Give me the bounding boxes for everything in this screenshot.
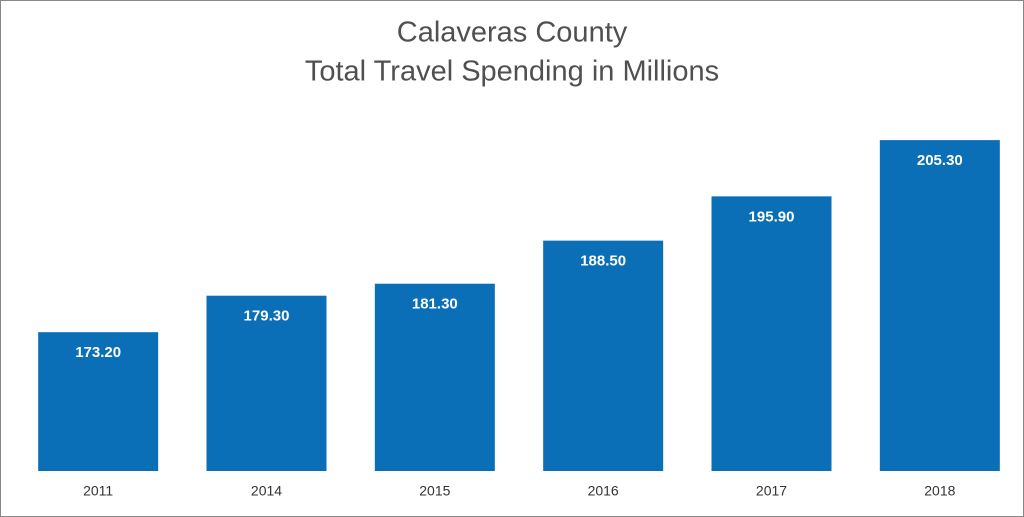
data-label: 205.30 — [917, 152, 963, 169]
data-label: 179.30 — [244, 308, 290, 325]
data-label: 195.90 — [749, 208, 795, 225]
x-tick-label: 2017 — [756, 483, 787, 499]
x-tick-label: 2014 — [251, 483, 282, 499]
chart-subtitle: Total Travel Spending in Millions — [305, 56, 719, 88]
data-label: 173.20 — [75, 344, 121, 361]
bar — [38, 332, 159, 471]
bar — [206, 295, 327, 471]
data-label: 188.50 — [580, 253, 626, 270]
x-tick-label: 2011 — [83, 483, 113, 499]
x-tick-label: 2018 — [924, 483, 955, 499]
x-tick-label: 2015 — [419, 483, 450, 499]
bar — [879, 140, 1000, 471]
bar — [711, 196, 832, 472]
data-label: 181.30 — [412, 296, 458, 313]
bar — [374, 283, 495, 471]
chart-title: Calaveras County — [397, 17, 628, 49]
x-tick-label: 2016 — [588, 483, 619, 499]
bar — [543, 240, 664, 471]
